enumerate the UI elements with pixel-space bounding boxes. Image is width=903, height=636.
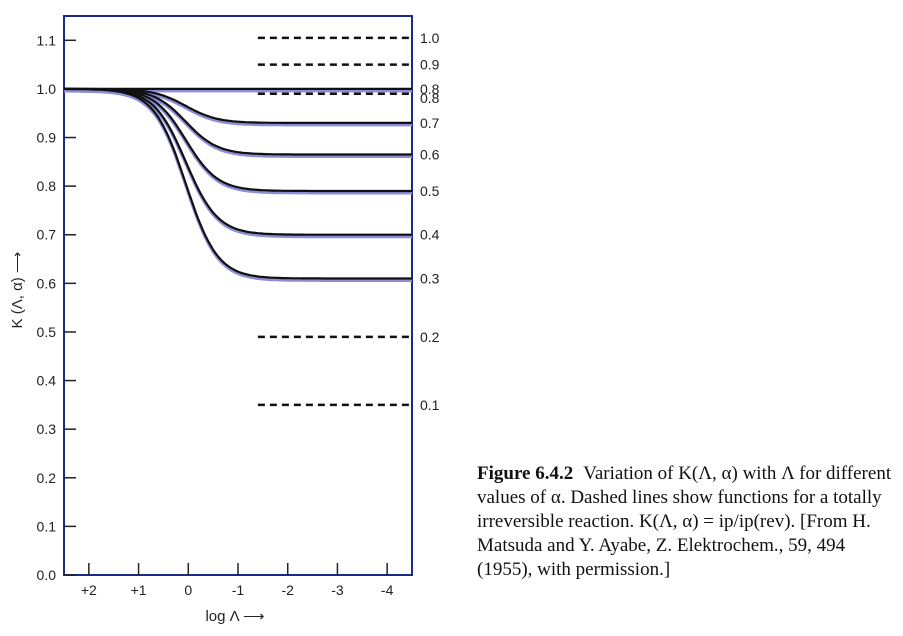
dashed-label: 0.2 xyxy=(420,329,440,345)
dashed-label: 0.8 xyxy=(420,90,440,106)
series-label: 0.8 xyxy=(420,81,440,97)
y-tick-label: 0.6 xyxy=(37,275,57,291)
x-tick-label: +1 xyxy=(131,582,147,598)
series-label: 0.5 xyxy=(420,183,440,199)
series-label: 0.3 xyxy=(420,270,440,286)
dashed-label: 0.9 xyxy=(420,57,440,73)
y-axis: 0.0 0.1 0.2 0.3 0.4 0.5 0.6 0.7 0.8 0.9 1.0 1.1 xyxy=(37,32,76,583)
series-shadow xyxy=(64,89,412,195)
x-tick-label: 0 xyxy=(184,582,192,598)
dashed-label: 1.0 xyxy=(420,30,440,46)
caption-text: Variation of K(Λ, α) with Λ for differen… xyxy=(477,463,892,580)
x-axis-title: log Λ ⟶ xyxy=(205,608,264,625)
plot-border xyxy=(63,15,413,576)
series-shadow xyxy=(64,89,412,282)
x-tick-label: +2 xyxy=(81,582,97,598)
y-tick-label: 0.1 xyxy=(37,518,57,534)
y-tick-label: 0.9 xyxy=(37,130,57,146)
dashed-series-group xyxy=(257,36,412,407)
y-tick-label: 1.1 xyxy=(37,32,57,48)
y-tick-label: 0.5 xyxy=(37,324,57,340)
y-tick-label: 0.2 xyxy=(37,470,57,486)
right-labels: 0.8 0.7 0.6 0.5 0.4 0.3 1.0 0.9 0.8 0.2 0.1 xyxy=(420,30,440,413)
y-tick-label: 0.8 xyxy=(37,178,57,194)
series-shadow xyxy=(64,89,412,127)
dashed-label: 0.1 xyxy=(420,397,440,413)
x-tick-label: -2 xyxy=(281,582,294,598)
x-tick-label: -4 xyxy=(381,582,394,598)
figure-number: Figure 6.4.2 xyxy=(477,463,574,484)
figure-caption: Figure 6.4.2 Variation of K(Λ, α) with Λ … xyxy=(477,462,897,582)
series-group xyxy=(64,87,412,282)
series-shadow xyxy=(64,89,412,239)
y-tick-label: 0.4 xyxy=(37,373,57,389)
series-label: 0.4 xyxy=(420,227,440,243)
series-line-0.4 xyxy=(64,87,412,236)
x-axis: +2 +1 0 -1 -2 -3 -4 xyxy=(81,563,394,598)
x-tick-label: -3 xyxy=(331,582,344,598)
series-line-0.5 xyxy=(64,87,412,193)
series-label: 0.7 xyxy=(420,115,440,131)
y-tick-label: 1.0 xyxy=(37,81,57,97)
series-label: 0.6 xyxy=(420,147,440,163)
plot-frame xyxy=(63,15,413,576)
x-tick-label: -1 xyxy=(232,582,245,598)
y-tick-label: 0.7 xyxy=(37,227,57,243)
y-tick-label: 0.0 xyxy=(37,567,57,583)
series-line-0.3 xyxy=(64,87,412,280)
y-tick-label: 0.3 xyxy=(37,421,57,437)
y-axis-title: K (Λ, α) ⟶ xyxy=(9,252,26,329)
